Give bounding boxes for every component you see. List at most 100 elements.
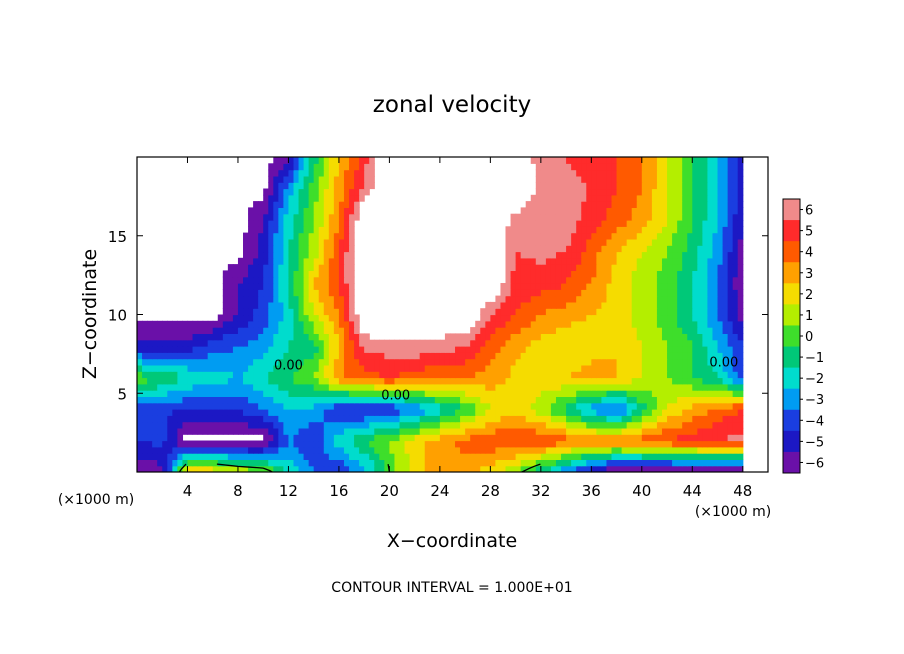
field-cell: [535, 352, 542, 360]
field-cell: [212, 320, 219, 328]
field-cell: [656, 182, 663, 190]
field-cell: [449, 377, 456, 385]
field-cell: [692, 402, 698, 410]
field-cell: [288, 333, 295, 341]
field-cell: [253, 364, 259, 372]
field-cell: [328, 383, 335, 391]
field-cell: [515, 251, 522, 259]
field-cell: [667, 320, 673, 328]
field-cell: [253, 358, 259, 366]
field-cell: [581, 213, 587, 221]
field-cell: [490, 459, 497, 467]
field-cell: [667, 157, 673, 164]
field-cell: [616, 232, 623, 240]
field-cell: [687, 320, 693, 328]
field-cell: [394, 446, 401, 454]
field-cell: [389, 390, 396, 397]
field-cell: [576, 188, 582, 196]
field-cell: [384, 415, 390, 423]
field-cell: [343, 434, 350, 442]
field-cell: [308, 409, 315, 416]
field-cell: [303, 270, 310, 278]
field-cell: [611, 163, 618, 171]
field-cell: [505, 390, 512, 397]
field-cell: [434, 453, 441, 460]
field-cell: [222, 446, 229, 454]
field-cell: [182, 339, 189, 347]
field-cell: [323, 175, 330, 183]
field-cell: [621, 232, 628, 240]
field-cell: [571, 245, 577, 253]
field-cell: [697, 396, 703, 404]
field-cell: [197, 383, 204, 391]
field-cell: [298, 346, 305, 353]
field-cell: [540, 465, 547, 472]
field-cell: [530, 327, 537, 334]
field-cell: [682, 188, 688, 196]
field-cell: [177, 352, 184, 360]
field-cell: [263, 314, 269, 322]
field-cell: [545, 257, 552, 265]
field-cell: [359, 188, 365, 196]
field-cell: [540, 226, 547, 234]
field-cell: [707, 188, 714, 196]
field-cell: [268, 169, 274, 177]
field-cell: [581, 402, 587, 410]
field-cell: [636, 257, 643, 265]
field-cell: [596, 301, 603, 309]
field-cell: [192, 327, 199, 334]
field-cell: [389, 440, 396, 448]
field-cell: [535, 163, 542, 171]
field-cell: [672, 289, 678, 297]
field-cell: [374, 453, 380, 460]
field-cell: [646, 175, 653, 183]
field-cell: [389, 446, 396, 454]
field-cell: [692, 169, 698, 177]
field-cell: [727, 276, 734, 284]
field-cell: [303, 308, 310, 316]
field-cell: [520, 327, 527, 334]
field-cell: [611, 459, 618, 467]
field-cell: [202, 364, 209, 372]
field-cell: [278, 465, 284, 472]
field-cell: [177, 339, 184, 347]
field-cell: [540, 358, 547, 366]
field-cell: [495, 314, 502, 322]
field-cell: [328, 358, 335, 366]
field-cell: [349, 377, 355, 385]
field-cell: [419, 446, 426, 454]
field-cell: [631, 251, 638, 259]
field-cell: [480, 446, 486, 454]
field-cell: [702, 427, 709, 435]
field-cell: [682, 421, 688, 429]
field-cell: [702, 175, 709, 183]
field-cell: [646, 390, 653, 397]
field-cell: [712, 352, 719, 360]
field-cell: [727, 201, 734, 208]
field-cell: [520, 371, 527, 379]
field-cell: [157, 333, 163, 341]
field-cell: [611, 169, 618, 177]
field-cell: [717, 226, 724, 234]
field-cell: [656, 383, 663, 391]
field-cell: [702, 314, 709, 322]
field-cell: [510, 295, 517, 303]
field-cell: [187, 440, 194, 448]
field-cell: [258, 333, 264, 341]
field-cell: [586, 207, 592, 215]
field-cell: [162, 333, 168, 341]
field-cell: [525, 364, 532, 372]
field-cell: [308, 415, 315, 423]
field-cell: [429, 440, 436, 448]
field-cell: [288, 364, 295, 372]
field-cell: [677, 182, 683, 190]
field-cell: [444, 427, 451, 435]
field-cell: [338, 421, 345, 429]
field-cell: [222, 415, 229, 423]
field-cell: [515, 289, 522, 297]
field-cell: [222, 371, 229, 379]
field-cell: [631, 245, 638, 253]
field-cell: [540, 238, 547, 246]
field-cell: [510, 421, 517, 429]
